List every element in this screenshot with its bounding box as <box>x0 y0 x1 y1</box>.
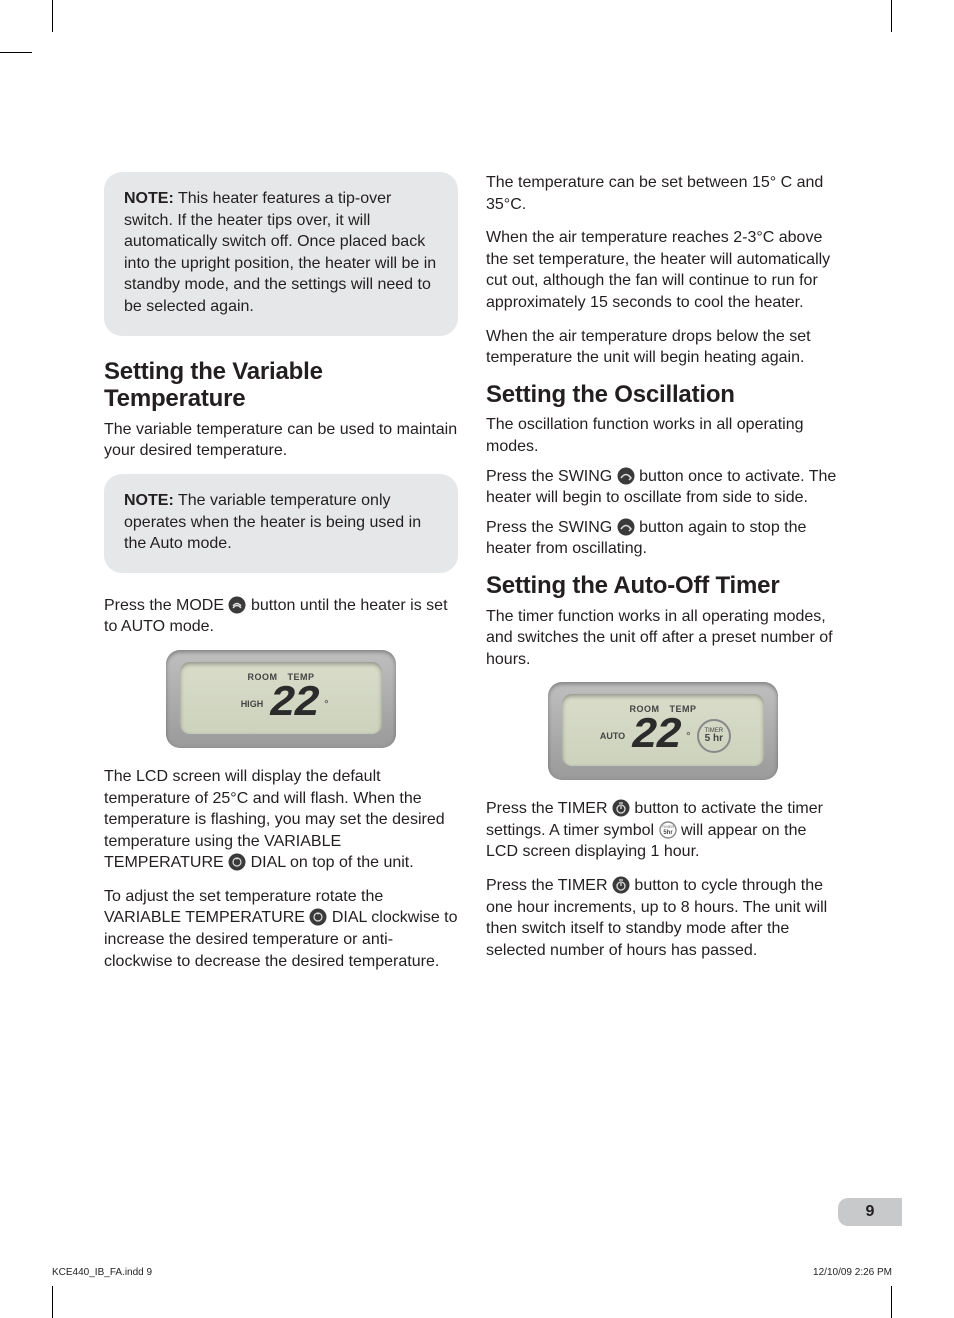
right-column: The temperature can be set between 15° C… <box>486 172 840 984</box>
paragraph-press-mode: Press the MODE button until the heater i… <box>104 595 458 638</box>
heading-variable-temperature: Setting the Variable Temperature <box>104 358 458 413</box>
swing-button-icon <box>617 467 635 485</box>
svg-text:TIMER: TIMER <box>661 824 674 829</box>
paragraph: The timer function works in all operatin… <box>486 606 840 671</box>
paragraph-swing-off: Press the SWING button again to stop the… <box>486 517 840 560</box>
lcd-degree: ° <box>686 729 691 743</box>
paragraph-timer-activate: Press the TIMER button to activate the t… <box>486 798 840 863</box>
timer-symbol-icon: TIMER5hr <box>659 821 677 839</box>
note-label: NOTE: <box>124 190 174 207</box>
dial-icon <box>228 853 246 871</box>
paragraph-cutout: When the air temperature reaches 2-3°C a… <box>486 227 840 313</box>
dial-icon <box>309 908 327 926</box>
lcd-mode-label: HIGH <box>233 699 263 709</box>
timer-button-icon <box>612 799 630 817</box>
timer-button-icon <box>612 876 630 894</box>
heading-auto-off-timer: Setting the Auto-Off Timer <box>486 572 840 600</box>
paragraph-timer-cycle: Press the TIMER button to cycle through … <box>486 875 840 961</box>
paragraph-temp-range: The temperature can be set between 15° C… <box>486 172 840 215</box>
imprint-file: KCE440_IB_FA.indd 9 <box>52 1267 152 1278</box>
imprint-timestamp: 12/10/09 2:26 PM <box>813 1267 892 1278</box>
lcd-display-high: ROOM TEMP HIGH 22 ° <box>166 650 396 748</box>
paragraph: The variable temperature can be used to … <box>104 419 458 462</box>
mode-button-icon <box>228 596 246 614</box>
note-label: NOTE: <box>124 492 174 509</box>
paragraph: The oscillation function works in all op… <box>486 414 840 457</box>
note-tip-over: NOTE: This heater features a tip-over sw… <box>104 172 458 336</box>
lcd-display-auto-timer: ROOM TEMP AUTO 22 ° TIMER 5 hr <box>548 682 778 780</box>
lcd-value: 22 <box>269 682 318 726</box>
lcd-degree: ° <box>324 697 329 711</box>
lcd-timer-badge: TIMER 5 hr <box>697 719 731 753</box>
page-content: NOTE: This heater features a tip-over sw… <box>52 52 892 1246</box>
lcd-value: 22 <box>631 714 680 758</box>
note-text: This heater features a tip-over switch. … <box>124 190 436 315</box>
paragraph-resume: When the air temperature drops below the… <box>486 326 840 369</box>
paragraph-lcd-default: The LCD screen will display the default … <box>104 766 458 874</box>
imprint-line: KCE440_IB_FA.indd 9 12/10/09 2:26 PM <box>52 1267 892 1278</box>
lcd-mode-label: AUTO <box>595 731 625 741</box>
paragraph-swing-on: Press the SWING button once to activate.… <box>486 466 840 509</box>
swing-button-icon <box>617 518 635 536</box>
heading-oscillation: Setting the Oscillation <box>486 381 840 409</box>
left-column: NOTE: This heater features a tip-over sw… <box>104 172 458 984</box>
paragraph-adjust-temp: To adjust the set temperature rotate the… <box>104 886 458 972</box>
page-number: 9 <box>838 1198 902 1226</box>
note-auto-mode: NOTE: The variable temperature only oper… <box>104 474 458 573</box>
svg-text:5hr: 5hr <box>663 830 673 836</box>
